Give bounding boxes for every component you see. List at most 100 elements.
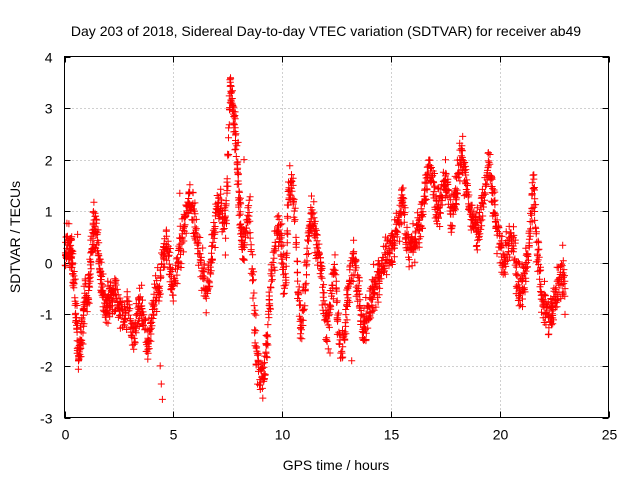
data-point (481, 196, 488, 204)
data-point (349, 277, 357, 285)
data-point (316, 249, 323, 257)
data-point (330, 269, 338, 277)
data-point (339, 343, 347, 351)
data-point (249, 251, 257, 259)
data-point (531, 195, 539, 203)
data-point (263, 331, 271, 339)
data-point (342, 330, 350, 338)
data-point (448, 222, 456, 230)
data-point (296, 334, 304, 342)
data-point (405, 256, 413, 264)
data-point (344, 284, 352, 292)
data-point (89, 234, 97, 242)
data-point (283, 249, 291, 257)
data-point (102, 318, 110, 326)
data-point (267, 305, 274, 313)
data-point (318, 264, 326, 272)
data-point (282, 262, 290, 270)
data-point (292, 240, 300, 248)
data-point (241, 241, 248, 249)
data-point (511, 239, 519, 247)
data-point (250, 268, 258, 276)
data-point (489, 189, 497, 197)
data-point (508, 238, 516, 246)
data-point (521, 288, 529, 296)
data-point (314, 244, 322, 252)
data-point (158, 260, 166, 268)
data-point (510, 223, 517, 231)
data-point (282, 279, 290, 287)
data-point (93, 216, 101, 224)
data-point (245, 196, 253, 204)
data-point (234, 158, 242, 166)
data-point (540, 290, 548, 298)
data-point (265, 288, 273, 296)
data-point (541, 309, 549, 317)
data-point (77, 323, 84, 331)
data-point (156, 362, 164, 370)
x-axis-title: GPS time / hours (283, 457, 390, 473)
data-point (488, 174, 496, 182)
data-point (261, 375, 268, 383)
data-point (283, 239, 291, 247)
data-point (278, 255, 286, 263)
data-point (180, 222, 188, 230)
data-point (275, 215, 283, 223)
data-point (293, 269, 301, 277)
data-point (530, 184, 538, 191)
data-point (99, 270, 107, 278)
data-point (530, 185, 538, 193)
data-point (266, 304, 274, 312)
data-point (79, 329, 87, 337)
data-point (247, 241, 255, 249)
data-point (523, 263, 531, 271)
data-point (228, 95, 236, 102)
data-point (153, 277, 161, 285)
data-point (245, 209, 253, 216)
data-point (350, 236, 358, 244)
data-point (462, 171, 470, 179)
data-point (121, 321, 129, 329)
data-point (165, 248, 173, 256)
data-point (70, 272, 78, 280)
data-point (225, 134, 232, 142)
data-point (99, 281, 107, 289)
data-point (484, 149, 492, 157)
data-point (480, 189, 488, 197)
data-point (396, 237, 404, 245)
data-point (229, 102, 237, 110)
data-point (258, 384, 266, 392)
data-point (264, 341, 272, 349)
data-points (61, 74, 569, 403)
data-point (346, 298, 354, 306)
data-point (477, 225, 485, 233)
data-point (408, 262, 416, 270)
data-point (233, 142, 241, 150)
data-point (515, 258, 522, 266)
y-tick-label: 4 (45, 50, 53, 66)
y-tick-label: -2 (40, 359, 53, 375)
data-point (177, 264, 185, 271)
data-point (525, 235, 533, 243)
data-point (62, 262, 70, 270)
data-point (222, 234, 230, 242)
data-point (415, 243, 423, 251)
data-point (279, 241, 287, 249)
data-point (247, 248, 255, 255)
data-point (168, 266, 176, 274)
data-point (263, 354, 271, 362)
data-point (95, 239, 103, 247)
data-point (417, 233, 425, 241)
data-point (126, 305, 134, 313)
data-point (283, 227, 291, 235)
data-point (226, 76, 234, 84)
data-point (498, 232, 506, 240)
data-point (388, 261, 396, 268)
data-point (356, 277, 363, 285)
data-point (83, 308, 91, 316)
data-point (172, 279, 180, 287)
data-point (288, 187, 296, 195)
data-point (444, 186, 452, 194)
data-point (399, 184, 407, 192)
